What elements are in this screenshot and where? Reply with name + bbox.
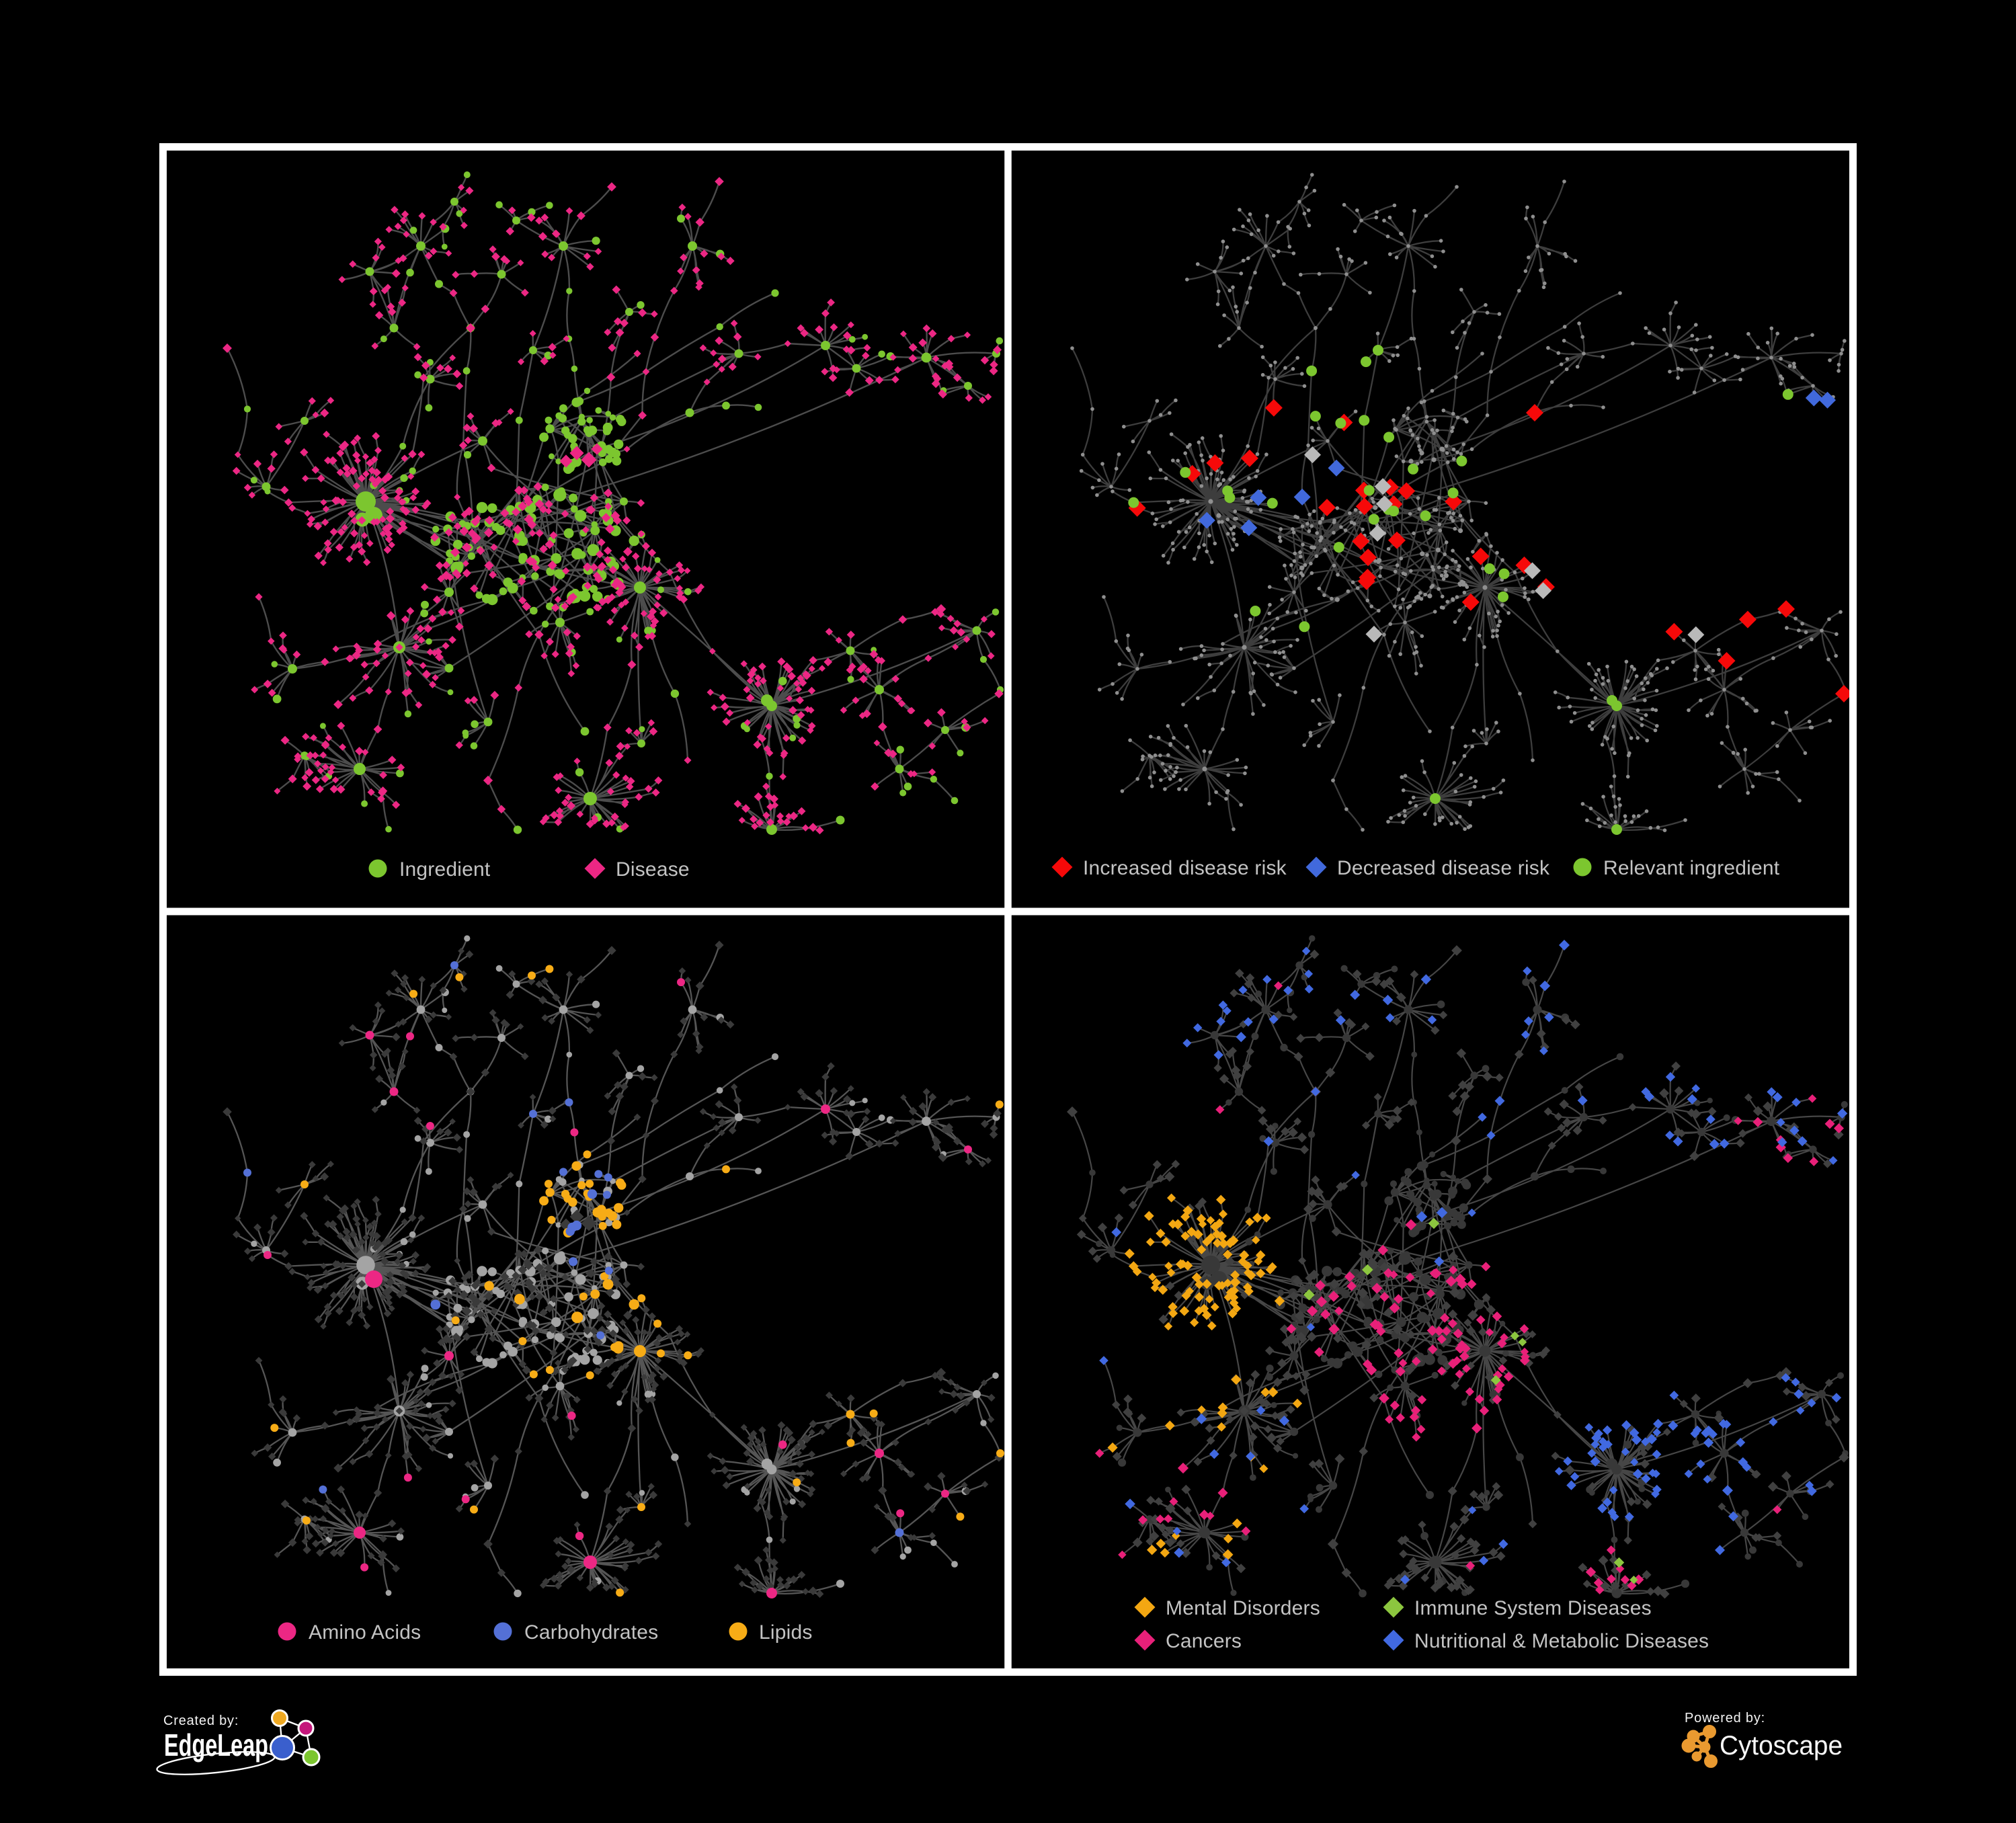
- svg-text:Immune System Diseases: Immune System Diseases: [1414, 1597, 1652, 1619]
- svg-text:Increased disease risk: Increased disease risk: [1083, 857, 1287, 879]
- svg-text:Created by:: Created by:: [163, 1713, 239, 1728]
- svg-text:Carbohydrates: Carbohydrates: [524, 1621, 658, 1644]
- svg-text:Decreased disease risk: Decreased disease risk: [1337, 857, 1550, 879]
- svg-text:Mental Disorders: Mental Disorders: [1166, 1597, 1320, 1619]
- svg-text:Cancers: Cancers: [1166, 1630, 1242, 1652]
- svg-text:Cytoscape: Cytoscape: [1720, 1731, 1843, 1760]
- svg-text:EdgeLeap: EdgeLeap: [164, 1728, 268, 1763]
- svg-text:Ingredient: Ingredient: [399, 858, 491, 881]
- svg-text:Disease: Disease: [616, 858, 690, 881]
- svg-text:Powered by:: Powered by:: [1685, 1711, 1765, 1726]
- svg-text:Relevant ingredient: Relevant ingredient: [1603, 857, 1780, 879]
- svg-text:Nutritional & Metabolic Diseas: Nutritional & Metabolic Diseases: [1414, 1630, 1709, 1652]
- svg-text:Lipids: Lipids: [759, 1621, 813, 1644]
- svg-text:Amino Acids: Amino Acids: [309, 1621, 421, 1644]
